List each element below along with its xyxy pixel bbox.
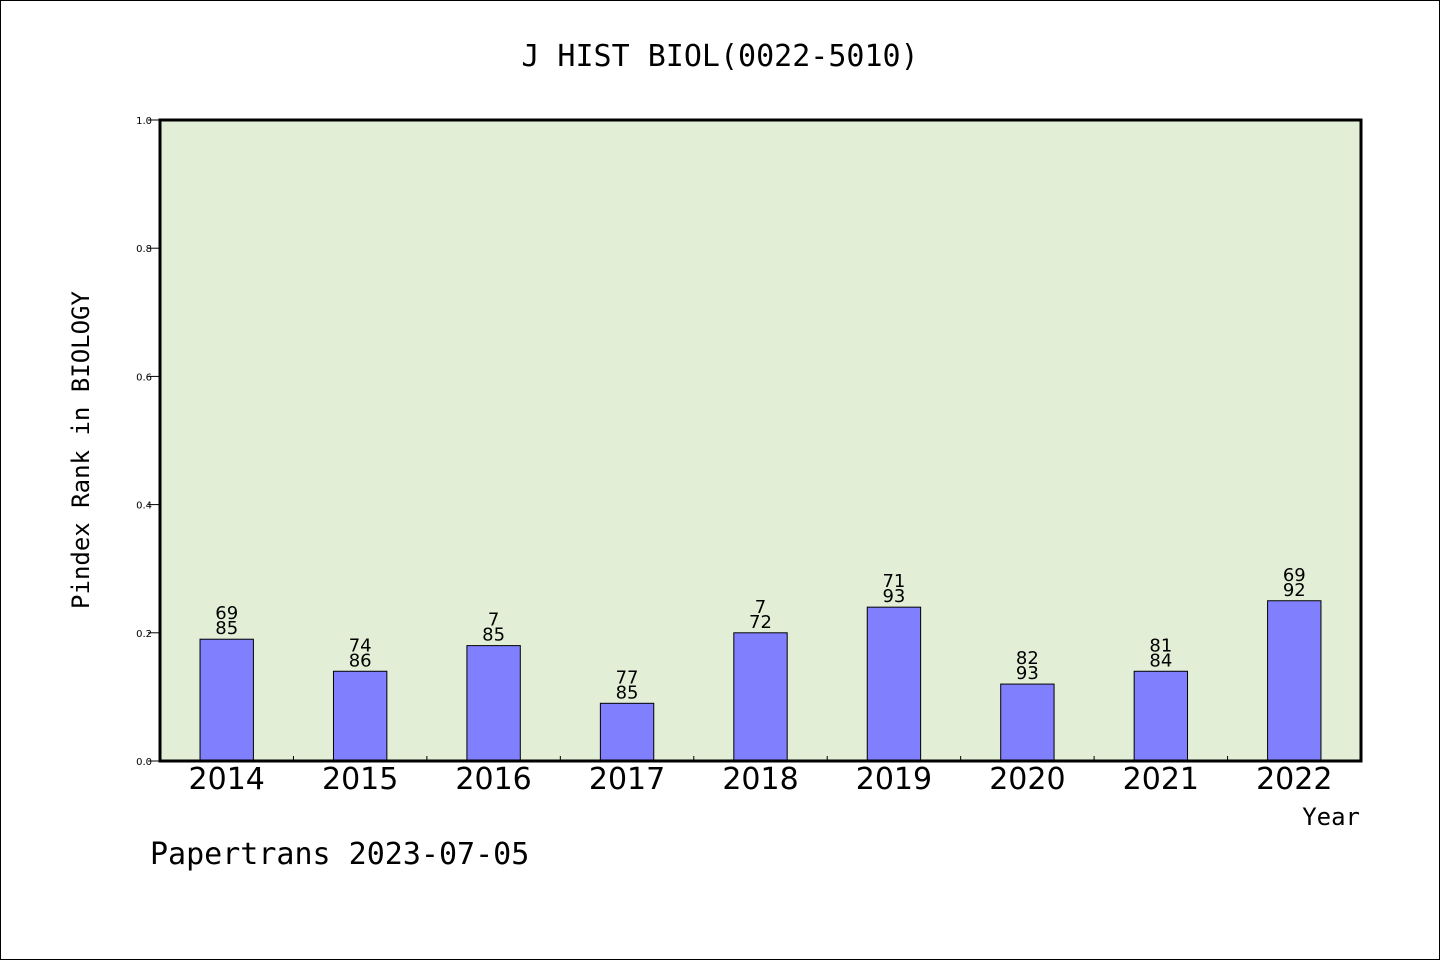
- bar-label-bottom-2022: 92: [1283, 580, 1306, 601]
- bar-label-bottom-2018: 72: [749, 612, 772, 633]
- bar-label-bottom-2016: 85: [482, 625, 505, 646]
- bar-label-bottom-2017: 85: [616, 682, 639, 703]
- bar-label-bottom-2014: 85: [215, 618, 238, 639]
- y-axis-label: Pindex Rank in BIOLOGY: [67, 291, 95, 609]
- bar-2019: [866, 606, 922, 762]
- y-tick-label: 0.2: [136, 629, 152, 640]
- x-tick-label-2018: 2018: [722, 762, 798, 797]
- x-tick-label-2020: 2020: [989, 762, 1065, 797]
- x-tick-label-2015: 2015: [322, 762, 398, 797]
- x-tick-label-2017: 2017: [589, 762, 665, 797]
- bar-label-top-2019: 71: [882, 571, 905, 592]
- bar-2016: [466, 645, 521, 762]
- bar-label-top-2021: 81: [1149, 635, 1172, 656]
- bars-group: [199, 600, 1322, 762]
- bar-label-top-2018: 7: [755, 597, 766, 618]
- bar-2018: [733, 632, 788, 762]
- bar-label-top-2020: 82: [1016, 648, 1039, 669]
- bar-label-bottom-2015: 86: [349, 650, 372, 671]
- footer-credit: Papertrans 2023-07-05: [150, 837, 529, 872]
- bar-label-top-2015: 74: [349, 635, 372, 656]
- x-tick-label-2021: 2021: [1123, 762, 1199, 797]
- plot-border: [158, 118, 1363, 763]
- bar-label-top-2022: 69: [1283, 565, 1306, 586]
- bar-2017: [599, 702, 655, 762]
- x-tick-label-2016: 2016: [455, 762, 531, 797]
- bar-label-bottom-2019: 93: [882, 586, 905, 607]
- y-tick-label: 0.4: [136, 501, 152, 512]
- y-tick-label: 0.0: [136, 757, 152, 768]
- y-axis-ticks: 0.0 0.2 0.4 0.6 0.8 1.0: [136, 116, 160, 768]
- bar-2015: [332, 670, 388, 762]
- x-axis-ticks: 2014 2015 2016 2017 2018 2019 2020 2021 2022: [189, 756, 1332, 797]
- chart-title: J HIST BIOL(0022-5010): [521, 39, 918, 74]
- y-tick-label: 1.0: [136, 116, 152, 127]
- x-axis-label: Year: [1302, 803, 1360, 831]
- bar-2020: [1000, 683, 1055, 762]
- bar-2014: [199, 638, 254, 762]
- bar-label-top-2014: 69: [215, 603, 238, 624]
- bar-label-bottom-2020: 93: [1016, 663, 1039, 684]
- bar-2021: [1133, 670, 1189, 762]
- x-tick-label-2019: 2019: [856, 762, 932, 797]
- bar-label-bottom-2021: 84: [1149, 650, 1172, 671]
- x-tick-label-2014: 2014: [189, 762, 265, 797]
- x-tick-label-2022: 2022: [1256, 762, 1332, 797]
- y-tick-label: 0.6: [136, 372, 152, 383]
- y-tick-label: 0.8: [136, 244, 152, 255]
- bar-label-top-2017: 77: [616, 667, 639, 688]
- bar-2022: [1267, 600, 1322, 762]
- bar-label-top-2016: 7: [488, 610, 499, 631]
